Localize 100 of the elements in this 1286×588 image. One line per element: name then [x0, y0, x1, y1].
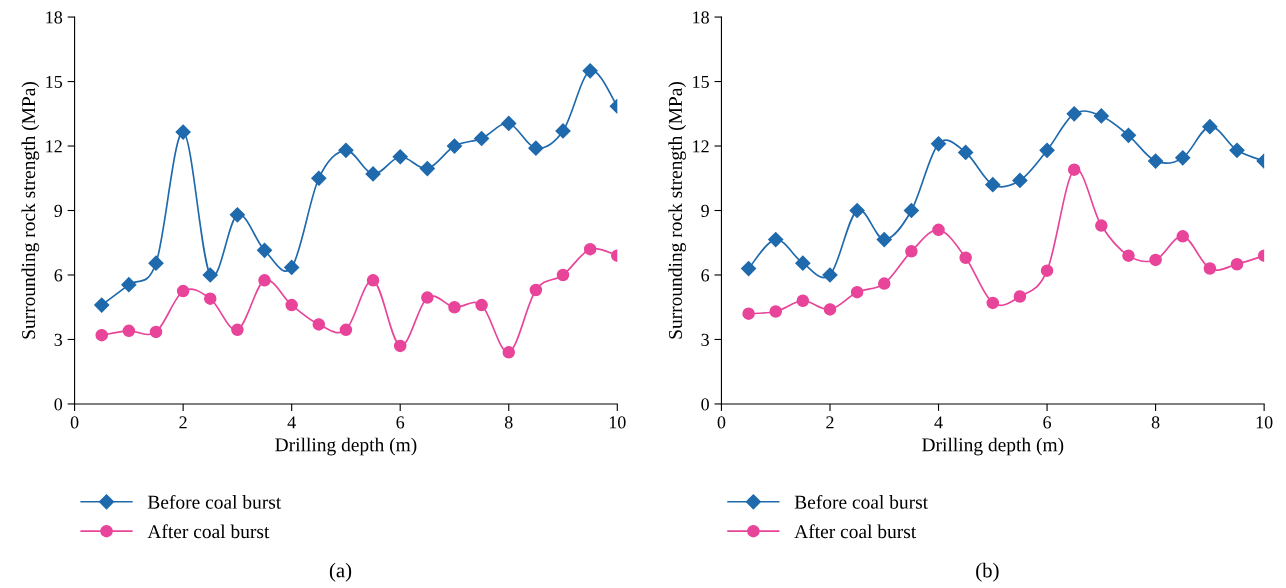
y-tick-label: 9	[54, 204, 63, 217]
y-tick-label: 6	[54, 269, 63, 282]
point	[421, 291, 434, 304]
point	[796, 294, 810, 308]
point	[556, 268, 570, 282]
point	[1012, 172, 1028, 188]
point	[1202, 119, 1218, 135]
point	[582, 63, 598, 79]
point	[393, 339, 407, 353]
point	[1149, 253, 1162, 267]
point	[204, 292, 217, 305]
point	[175, 124, 191, 140]
point	[176, 284, 190, 298]
y-tick-label: 9	[701, 204, 709, 217]
point	[1148, 153, 1164, 169]
point	[741, 260, 757, 277]
point	[501, 115, 517, 132]
y-tick-label: 3	[701, 333, 709, 346]
point	[958, 144, 974, 161]
point	[121, 277, 137, 293]
point	[474, 130, 490, 147]
x-tick-label: 8	[1151, 416, 1160, 429]
x-axis-title: Drilling depth (m)	[922, 437, 1064, 456]
text: (a)	[329, 562, 352, 582]
point	[148, 255, 164, 271]
y-tick-label: 6	[701, 269, 710, 282]
point	[529, 283, 543, 297]
point	[555, 123, 571, 139]
x-axis-title: Drilling depth (m)	[275, 437, 417, 456]
y-axis-title: Surrounding rock strength (MPa)	[668, 82, 687, 339]
y-tick-label: 0	[701, 398, 709, 411]
point	[285, 298, 298, 312]
point	[339, 323, 353, 337]
point	[742, 307, 755, 320]
legend-label: Before coal burst	[147, 494, 282, 509]
point	[1175, 150, 1191, 166]
point	[1095, 219, 1108, 232]
point	[1067, 163, 1081, 176]
point	[769, 305, 782, 318]
x-tick-label: 10	[1256, 416, 1273, 429]
point	[122, 324, 136, 338]
point	[231, 323, 244, 337]
point	[822, 267, 838, 283]
point	[930, 136, 947, 152]
y-tick-label: 18	[693, 11, 709, 24]
point	[419, 161, 435, 177]
x-tick-label: 4	[934, 416, 943, 429]
x-tick-label: 0	[717, 416, 726, 429]
point	[1176, 230, 1189, 243]
point	[583, 242, 597, 256]
point	[475, 298, 488, 312]
point	[256, 242, 273, 258]
point	[95, 328, 108, 342]
y-tick-label: 12	[693, 140, 709, 153]
point	[932, 223, 945, 237]
x-tick-label: 6	[396, 416, 405, 429]
y-tick-label: 15	[693, 75, 709, 88]
y-tick-label: 0	[54, 398, 63, 411]
point	[94, 297, 110, 313]
x-tick-label: 8	[504, 416, 513, 429]
y-tick-label: 15	[46, 75, 63, 88]
legend-label: After coal burst	[794, 524, 917, 539]
point	[1066, 106, 1082, 122]
point	[338, 142, 354, 158]
x-tick-label: 6	[1043, 416, 1052, 429]
point	[502, 346, 515, 359]
point	[258, 274, 271, 287]
point	[149, 325, 163, 339]
point	[202, 267, 218, 283]
x-tick-label: 10	[609, 416, 626, 429]
point	[849, 202, 865, 219]
point	[312, 318, 326, 331]
point	[1013, 290, 1027, 303]
point	[1093, 108, 1109, 124]
point	[850, 285, 864, 299]
legend-label: After coal burst	[147, 524, 270, 539]
point	[985, 177, 1001, 193]
point	[392, 149, 408, 165]
point	[446, 138, 463, 154]
point	[284, 259, 300, 276]
point	[823, 303, 837, 316]
text: (b)	[976, 562, 999, 582]
point	[878, 277, 891, 290]
point	[768, 231, 784, 248]
y-tick-label: 3	[54, 333, 63, 346]
point	[528, 140, 544, 156]
point	[366, 274, 380, 287]
point	[795, 255, 811, 271]
point	[229, 207, 245, 223]
point	[1230, 257, 1244, 271]
point	[1120, 127, 1137, 143]
y-axis-title: Surrounding rock strength (MPa)	[21, 82, 40, 339]
x-tick-label: 2	[179, 416, 187, 429]
y-tick-label: 18	[46, 11, 63, 24]
point	[1229, 142, 1245, 158]
point	[1040, 264, 1054, 277]
x-tick-label: 0	[70, 416, 79, 429]
point	[1122, 249, 1135, 262]
point	[986, 296, 1000, 310]
point	[365, 166, 381, 182]
